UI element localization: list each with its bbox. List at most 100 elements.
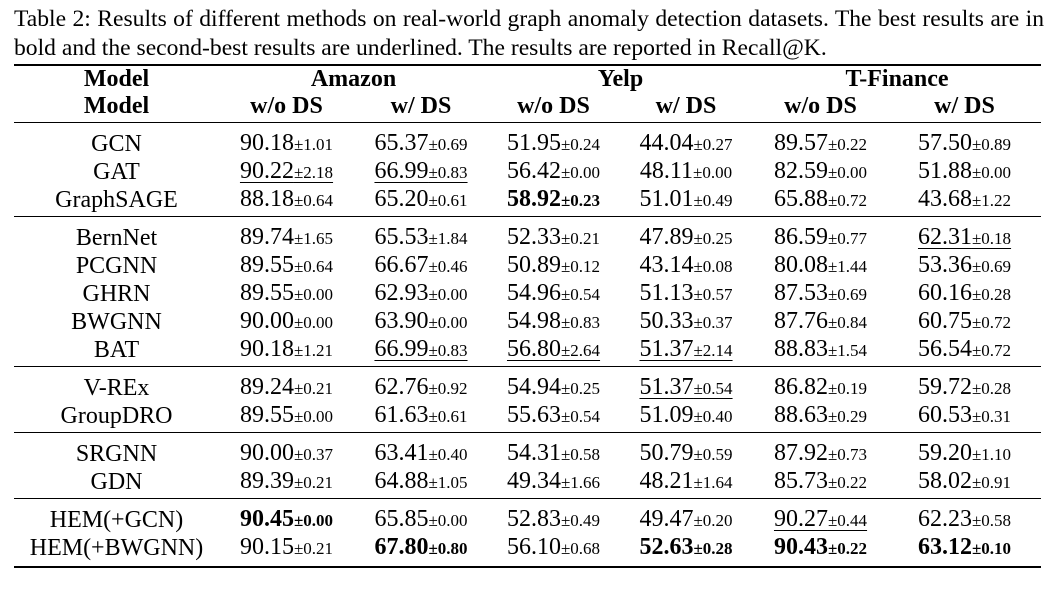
- result-std: ±0.58: [560, 445, 601, 464]
- result-mean: 87.92: [773, 440, 828, 466]
- result-std: ±0.61: [428, 191, 468, 210]
- result-cell: 56.54±0.72: [888, 336, 1041, 364]
- result-cell: 54.94±0.25: [488, 374, 619, 402]
- result-mean: 51.09: [639, 402, 694, 428]
- result-value-group: 66.67±0.46: [374, 252, 467, 278]
- result-cell: 87.92±0.73: [753, 440, 888, 468]
- result-mean: 63.12: [917, 534, 972, 560]
- result-value-group: 51.37±0.54: [639, 374, 732, 400]
- result-mean: 60.75: [917, 308, 972, 334]
- result-std: ±0.69: [971, 257, 1012, 276]
- result-cell: 62.93±0.00: [354, 280, 488, 308]
- result-cell: 89.55±0.00: [219, 402, 354, 430]
- result-std: ±1.65: [293, 229, 334, 248]
- model-name-cell: SRGNN: [75, 440, 158, 467]
- result-value-group: 51.13±0.57: [639, 280, 732, 306]
- result-cell: 51.37±2.14: [619, 336, 753, 364]
- result-cell: 85.73±0.22: [753, 468, 888, 496]
- result-value-group: 53.36±0.69: [918, 252, 1011, 278]
- result-std: ±0.44: [827, 511, 868, 530]
- result-cell: 87.76±0.84: [753, 308, 888, 336]
- result-mean: 59.72: [917, 374, 972, 400]
- result-mean: 52.33: [506, 224, 561, 250]
- result-std: ±0.00: [428, 511, 468, 530]
- header-model: Model: [83, 66, 150, 92]
- result-cell: 52.33±0.21: [488, 224, 619, 252]
- result-cell: 89.57±0.22: [753, 130, 888, 158]
- model-name-cell: BWGNN: [71, 308, 162, 335]
- result-std: ±0.25: [693, 229, 733, 248]
- result-std: ±0.00: [293, 407, 334, 426]
- result-mean: 61.63: [374, 402, 429, 428]
- result-std: ±0.22: [827, 135, 868, 154]
- result-cell: 43.68±1.22: [888, 186, 1041, 214]
- result-std: ±2.14: [693, 341, 733, 360]
- result-std: ±0.12: [560, 257, 601, 276]
- result-std: ±1.84: [428, 229, 468, 248]
- result-mean: 63.90: [374, 308, 429, 334]
- result-cell: 66.67±0.46: [354, 252, 488, 280]
- result-cell: 67.80±0.80: [354, 534, 488, 562]
- result-cell: 56.42±0.00: [488, 158, 619, 186]
- result-value-group: 62.31±0.18: [918, 224, 1011, 250]
- result-mean: 62.23: [917, 506, 972, 532]
- result-cell: 51.09±0.40: [619, 402, 753, 430]
- result-value-group: 52.83±0.49: [507, 506, 600, 532]
- result-std: ±1.64: [693, 473, 733, 492]
- result-mean: 54.98: [506, 308, 561, 334]
- result-cell: 51.01±0.49: [619, 186, 753, 214]
- result-cell: 58.92±0.23: [488, 186, 619, 214]
- result-mean: 90.18: [239, 336, 294, 362]
- result-mean: 48.11: [639, 158, 694, 184]
- result-cell: 43.14±0.08: [619, 252, 753, 280]
- result-value-group: 89.24±0.21: [240, 374, 333, 400]
- result-mean: 56.42: [506, 158, 561, 184]
- result-value-group: 67.80±0.80: [374, 534, 467, 560]
- result-mean: 43.68: [917, 186, 972, 212]
- result-std: ±0.37: [693, 313, 733, 332]
- result-mean: 65.20: [374, 186, 429, 212]
- result-std: ±0.00: [428, 285, 468, 304]
- result-std: ±0.21: [293, 473, 334, 492]
- result-mean: 51.95: [506, 130, 561, 156]
- result-std: ±1.21: [293, 341, 334, 360]
- result-cell: 82.59±0.00: [753, 158, 888, 186]
- result-cell: 88.83±1.54: [753, 336, 888, 364]
- result-value-group: 60.16±0.28: [918, 280, 1011, 306]
- result-cell: 50.79±0.59: [619, 440, 753, 468]
- model-name-cell: GroupDRO: [60, 402, 173, 429]
- table-row: GAT 90.22±2.18 66.99±0.83 56.42±0.00 48.11±0…: [14, 158, 1041, 186]
- header-rule: [14, 122, 1042, 123]
- result-mean: 66.99: [374, 158, 429, 184]
- result-std: ±0.68: [560, 539, 601, 558]
- result-std: ±0.57: [693, 285, 733, 304]
- result-cell: 89.24±0.21: [219, 374, 354, 402]
- result-mean: 89.55: [239, 280, 294, 306]
- result-value-group: 56.80±2.64: [507, 336, 600, 362]
- result-cell: 65.85±0.00: [354, 506, 488, 534]
- result-cell: 61.63±0.61: [354, 402, 488, 430]
- result-value-group: 56.42±0.00: [507, 158, 600, 184]
- result-cell: 50.89±0.12: [488, 252, 619, 280]
- result-cell: 63.41±0.40: [354, 440, 488, 468]
- result-cell: 52.63±0.28: [619, 534, 753, 562]
- result-value-group: 65.85±0.00: [374, 506, 467, 532]
- result-value-group: 59.72±0.28: [918, 374, 1011, 400]
- result-value-group: 48.21±1.64: [639, 468, 732, 494]
- result-value-group: 65.53±1.84: [374, 224, 467, 250]
- result-std: ±0.58: [971, 511, 1012, 530]
- result-mean: 49.34: [506, 468, 561, 494]
- result-cell: 48.21±1.64: [619, 468, 753, 496]
- model-name-cell: GAT: [93, 158, 140, 185]
- result-std: ±0.46: [428, 257, 468, 276]
- result-value-group: 51.37±2.14: [639, 336, 732, 362]
- result-value-group: 56.54±0.72: [918, 336, 1011, 362]
- result-value-group: 51.01±0.49: [639, 186, 732, 212]
- result-cell: 63.90±0.00: [354, 308, 488, 336]
- group-rule: [14, 366, 1042, 367]
- result-mean: 49.47: [639, 506, 694, 532]
- result-cell: 54.96±0.54: [488, 280, 619, 308]
- result-value-group: 87.76±0.84: [774, 308, 867, 334]
- result-std: ±0.08: [693, 257, 733, 276]
- result-mean: 86.82: [773, 374, 828, 400]
